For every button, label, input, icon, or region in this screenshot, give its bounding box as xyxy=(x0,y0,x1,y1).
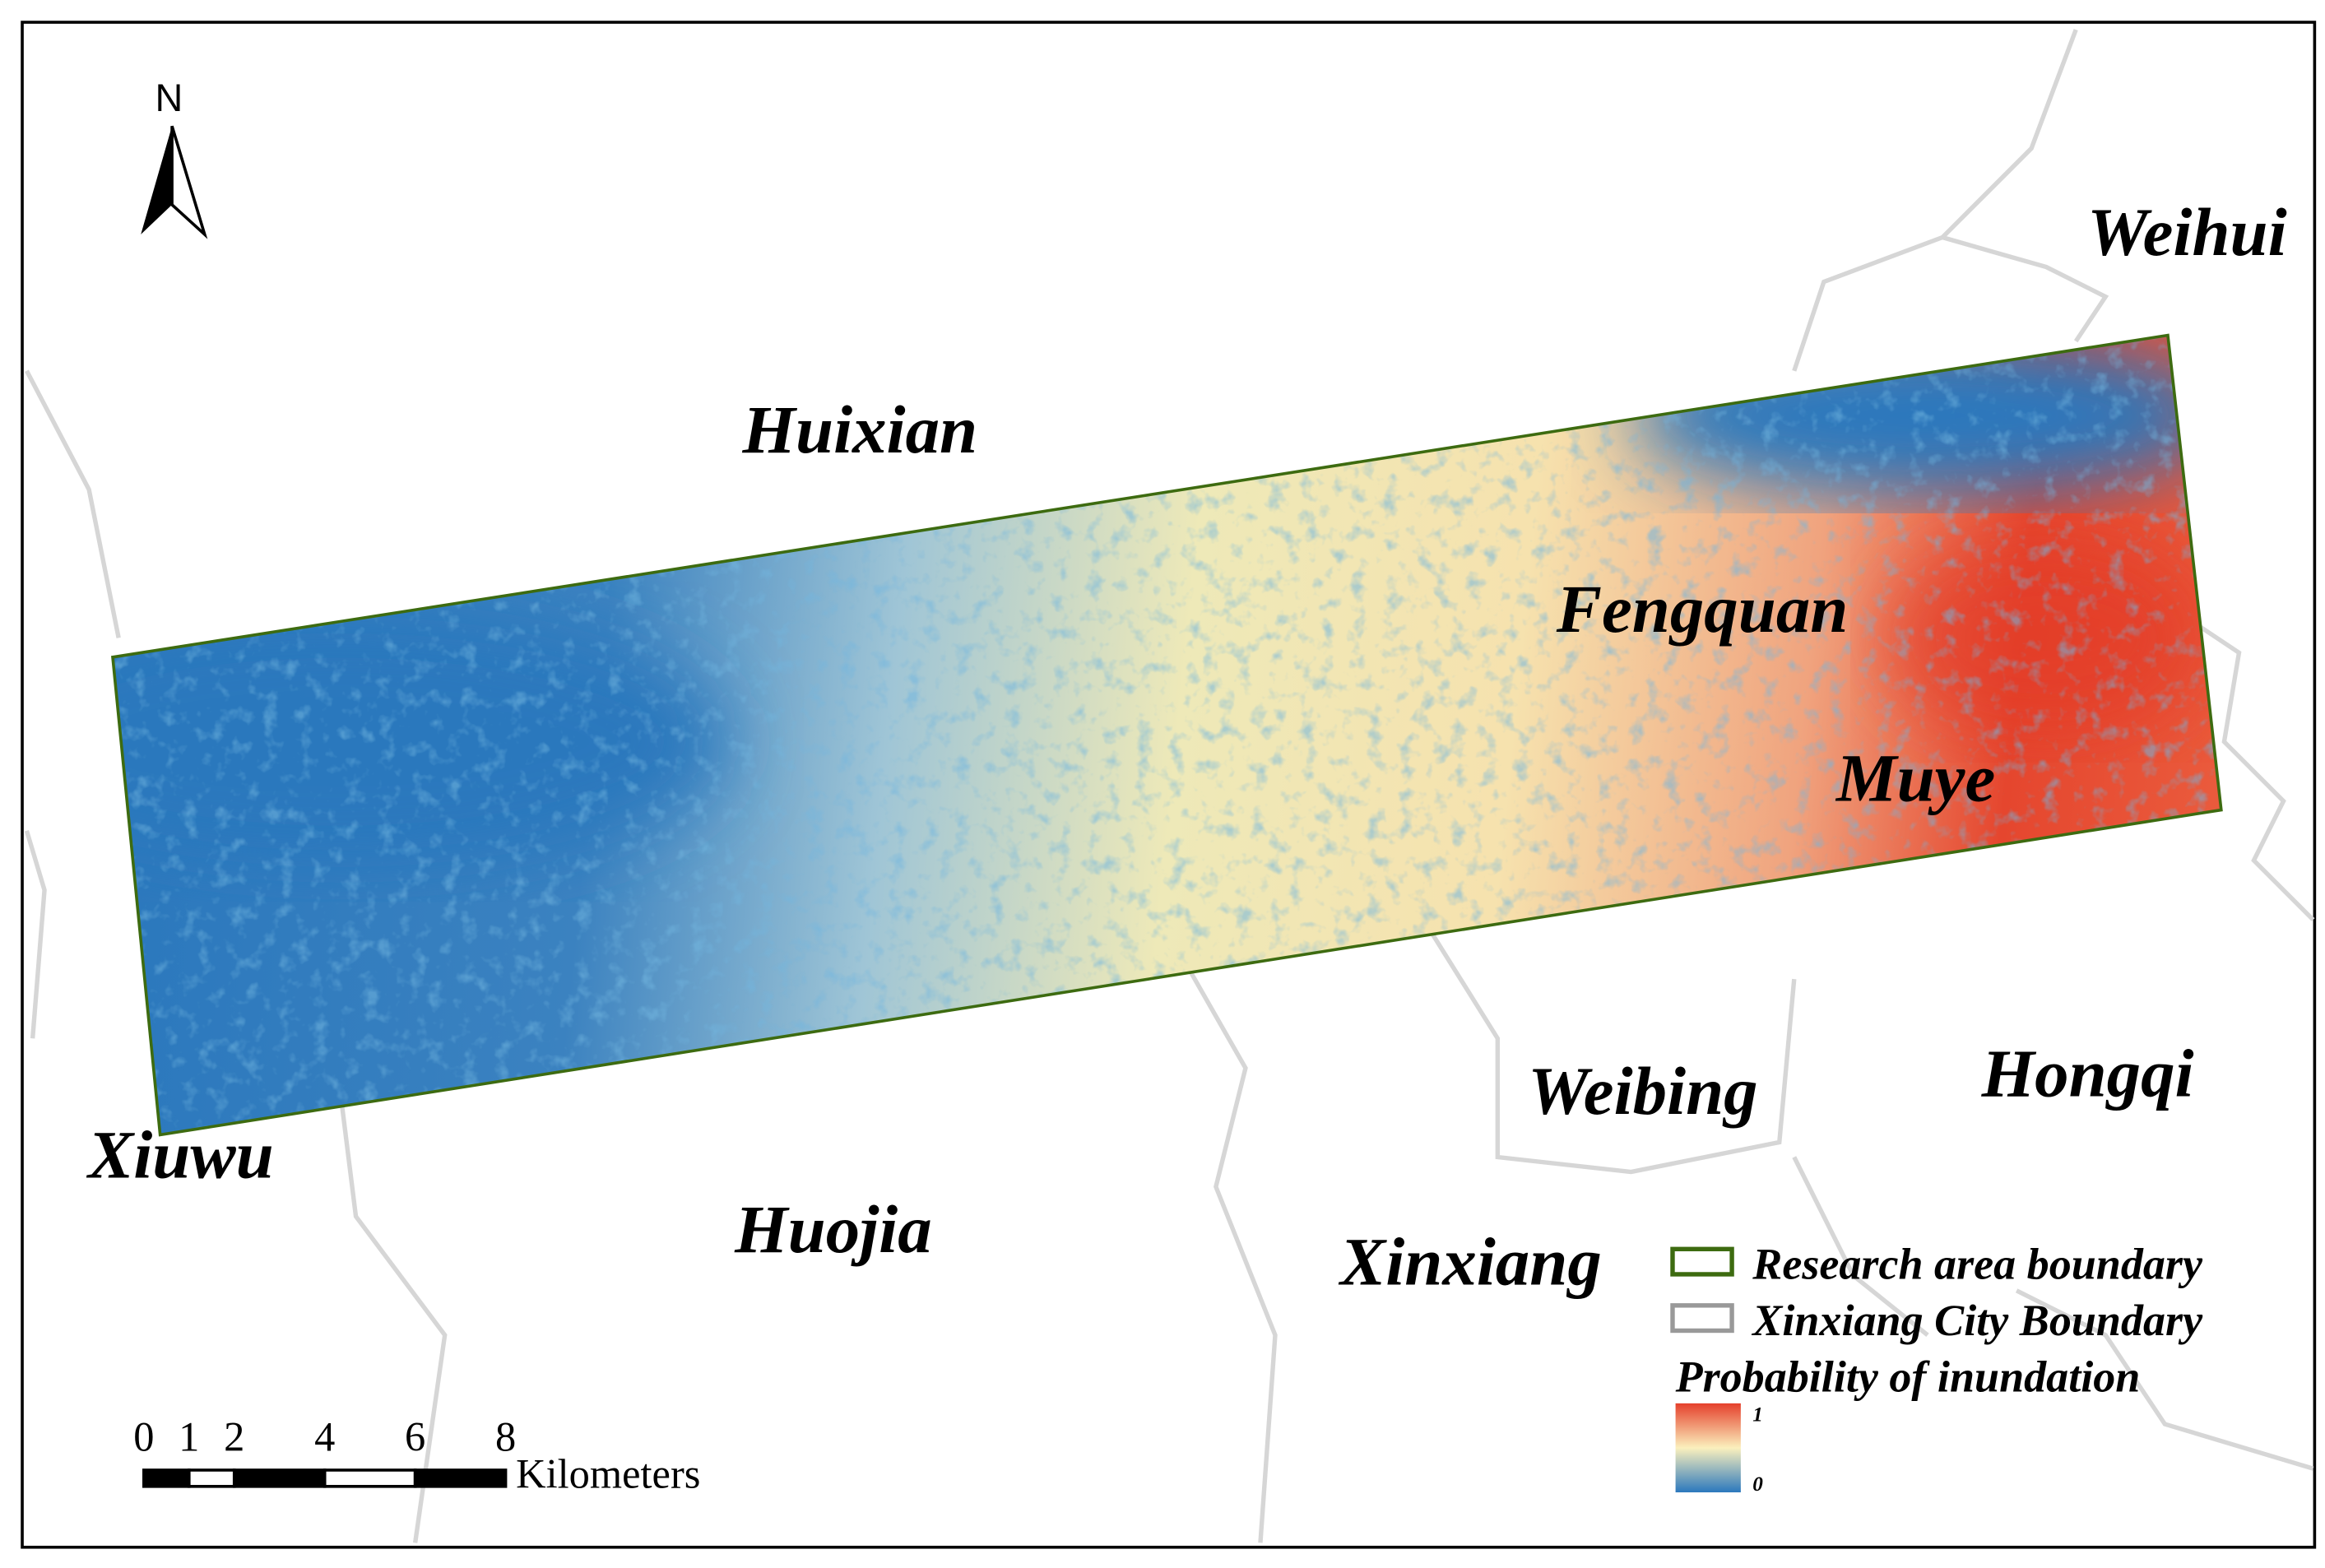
place-label: Huixian xyxy=(742,392,978,467)
scale-tick-label: 6 xyxy=(405,1414,425,1460)
place-label: Weihui xyxy=(2087,194,2287,270)
legend-gradient xyxy=(1675,1403,1741,1493)
legend-label: Xinxiang City Boundary xyxy=(1751,1296,2203,1345)
scale-segment xyxy=(187,1468,236,1488)
north-label: N xyxy=(155,77,183,119)
legend-title: Probability of inundation xyxy=(1675,1352,2141,1401)
place-label: Xiuwu xyxy=(86,1117,274,1193)
legend-max: 1 xyxy=(1752,1403,1763,1426)
place-label: Weibing xyxy=(1528,1053,1757,1129)
place-label: Fengquan xyxy=(1556,571,1849,647)
place-label: Xinxiang xyxy=(1338,1224,1602,1300)
legend-swatch xyxy=(1670,1303,1734,1334)
scale-tick-label: 8 xyxy=(495,1414,516,1460)
legend-swatch xyxy=(1670,1246,1734,1277)
scale-segment xyxy=(232,1468,327,1488)
legend-min: 0 xyxy=(1752,1473,1763,1496)
scale-segment xyxy=(142,1468,191,1488)
scale-segment xyxy=(413,1468,508,1488)
scale-unit: Kilometers xyxy=(516,1451,700,1497)
scale-tick-label: 2 xyxy=(224,1414,244,1460)
legend-label: Research area boundary xyxy=(1752,1239,2203,1288)
scale-tick-label: 4 xyxy=(314,1414,335,1460)
research-area-boundary xyxy=(111,333,2223,1137)
scale-tick-label: 0 xyxy=(133,1414,154,1460)
place-label: Huojia xyxy=(734,1191,932,1267)
place-label: Hongqi xyxy=(1981,1036,2194,1111)
city-boundaries xyxy=(24,29,2315,1543)
legend: Research area boundary Xinxiang City Bou… xyxy=(1670,1239,2203,1496)
scale-segment xyxy=(323,1468,417,1488)
scale-tick-label: 1 xyxy=(179,1414,199,1460)
place-label: Muye xyxy=(1835,740,1995,816)
